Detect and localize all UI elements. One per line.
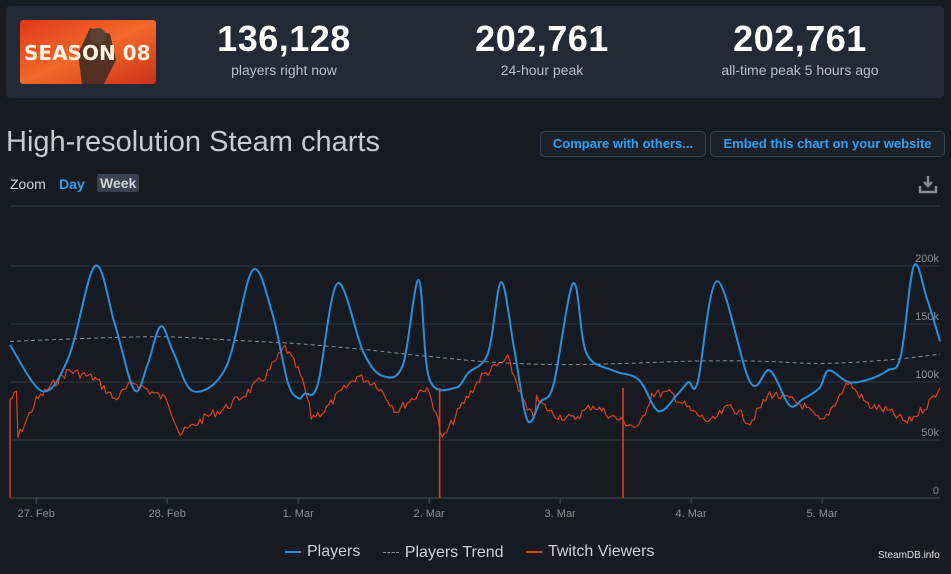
chart-legend: Players Players Trend Twitch Viewers [285,540,672,562]
stat-value: 136,128 [217,18,351,59]
legend-twitch-swatch [525,551,542,553]
game-thumbnail[interactable]: SEASON 08 [20,20,156,84]
players-line [9,263,941,424]
x-tick-label: 2. Mar [414,508,446,520]
x-axis: 27. Feb 28. Feb 1. Mar 2. Mar 3. Mar 4. Mar 5.… [18,498,838,520]
stat-label: all-time peak 5 hours ago [721,62,879,78]
stats-panel: SEASON 08 136,128 players right now 202,… [6,6,944,98]
zoom-day-button[interactable]: Day [59,176,85,192]
x-tick-label: 28. Feb [149,508,186,520]
stat-value: 202,761 [475,18,609,59]
y-axis: 0 50k 100k 150k 200k [915,253,939,497]
game-logo-text: SEASON 08 [24,41,150,65]
x-tick-label: 5. Mar [807,508,839,520]
stat-current-players: 136,128 players right now [174,18,394,78]
zoom-label: Zoom [10,176,46,192]
game-thumbnail-art: SEASON 08 [20,20,156,84]
y-tick-label: 150k [915,311,939,323]
zoom-week-button[interactable]: Week [97,174,140,192]
compare-button[interactable]: Compare with others... [540,131,706,157]
stat-value: 202,761 [733,18,867,59]
stat-all-time-peak: 202,761 all-time peak 5 hours ago [690,18,910,78]
stat-label: players right now [231,62,337,78]
legend-players[interactable]: Players [285,543,360,561]
download-icon[interactable] [918,174,938,199]
steamdb-credit[interactable]: SteamDB.info [878,550,940,561]
legend-trend[interactable]: Players Trend [382,543,504,562]
chart-grid [10,265,940,499]
legend-twitch[interactable]: Twitch Viewers [525,543,655,561]
y-tick-label: 50k [921,427,939,439]
x-tick-label: 1. Mar [283,508,315,520]
stat-label: 24-hour peak [500,62,584,78]
legend-twitch-label: Twitch Viewers [547,543,655,560]
embed-button[interactable]: Embed this chart on your website [710,131,945,157]
y-tick-label: 0 [933,485,939,497]
players-trend-line [9,336,941,366]
page-title: High-resolution Steam charts [6,126,380,158]
x-tick-label: 4. Mar [676,508,708,520]
legend-players-label: Players [307,543,361,560]
stat-24h-peak: 202,761 24-hour peak [432,18,652,78]
x-tick-label: 27. Feb [18,508,55,520]
y-tick-label: 200k [915,253,939,265]
chart-series [9,263,941,498]
legend-trend-label: Players Trend [404,543,504,561]
y-tick-label: 100k [915,369,939,381]
x-tick-label: 3. Mar [545,508,577,520]
legend-players-swatch [285,551,301,553]
legend-trend-swatch [382,552,399,553]
